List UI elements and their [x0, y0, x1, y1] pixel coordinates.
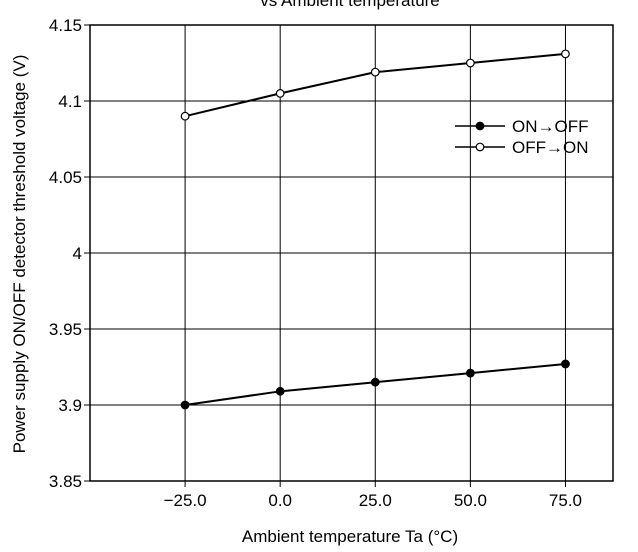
data-point [180, 111, 190, 121]
data-point [561, 359, 570, 369]
y-axis-ticks: 3.85 3.9 3.95 4 4.05 4.1 4.15 [49, 16, 90, 491]
y-tick-label: 4.05 [49, 168, 82, 187]
data-point [275, 386, 285, 396]
y-tick-label: 4 [73, 244, 82, 263]
x-tick-label: 50.0 [454, 491, 487, 510]
data-point [370, 377, 380, 387]
y-axis-label: Power supply ON/OFF detector threshold v… [10, 55, 29, 454]
x-tick-label: 75.0 [549, 491, 582, 510]
data-point [275, 88, 285, 98]
chart-title: vs Ambient temperature [260, 0, 440, 10]
series-group [180, 49, 570, 410]
legend: ON→OFF OFF→ON [455, 117, 589, 157]
data-point [465, 368, 475, 378]
data-point [465, 58, 475, 68]
y-tick-label: 3.85 [49, 472, 82, 491]
legend-label: ON→OFF [512, 117, 589, 136]
x-axis-ticks: −25.0 0.0 25.0 50.0 75.0 [164, 481, 582, 510]
y-tick-label: 4.1 [58, 92, 82, 111]
legend-label: OFF→ON [512, 138, 589, 157]
y-tick-label: 4.15 [49, 16, 82, 35]
y-tick-label: 3.9 [58, 396, 82, 415]
data-point [180, 400, 190, 410]
data-point [370, 67, 380, 77]
legend-marker [475, 142, 485, 152]
x-tick-label: 0.0 [268, 491, 292, 510]
x-tick-label: 25.0 [359, 491, 392, 510]
x-tick-label: −25.0 [164, 491, 207, 510]
y-tick-label: 3.95 [49, 320, 82, 339]
x-axis-label: Ambient temperature Ta (°C) [242, 527, 458, 546]
legend-marker [475, 121, 485, 131]
grid-lines [90, 25, 613, 481]
data-point [561, 49, 570, 59]
